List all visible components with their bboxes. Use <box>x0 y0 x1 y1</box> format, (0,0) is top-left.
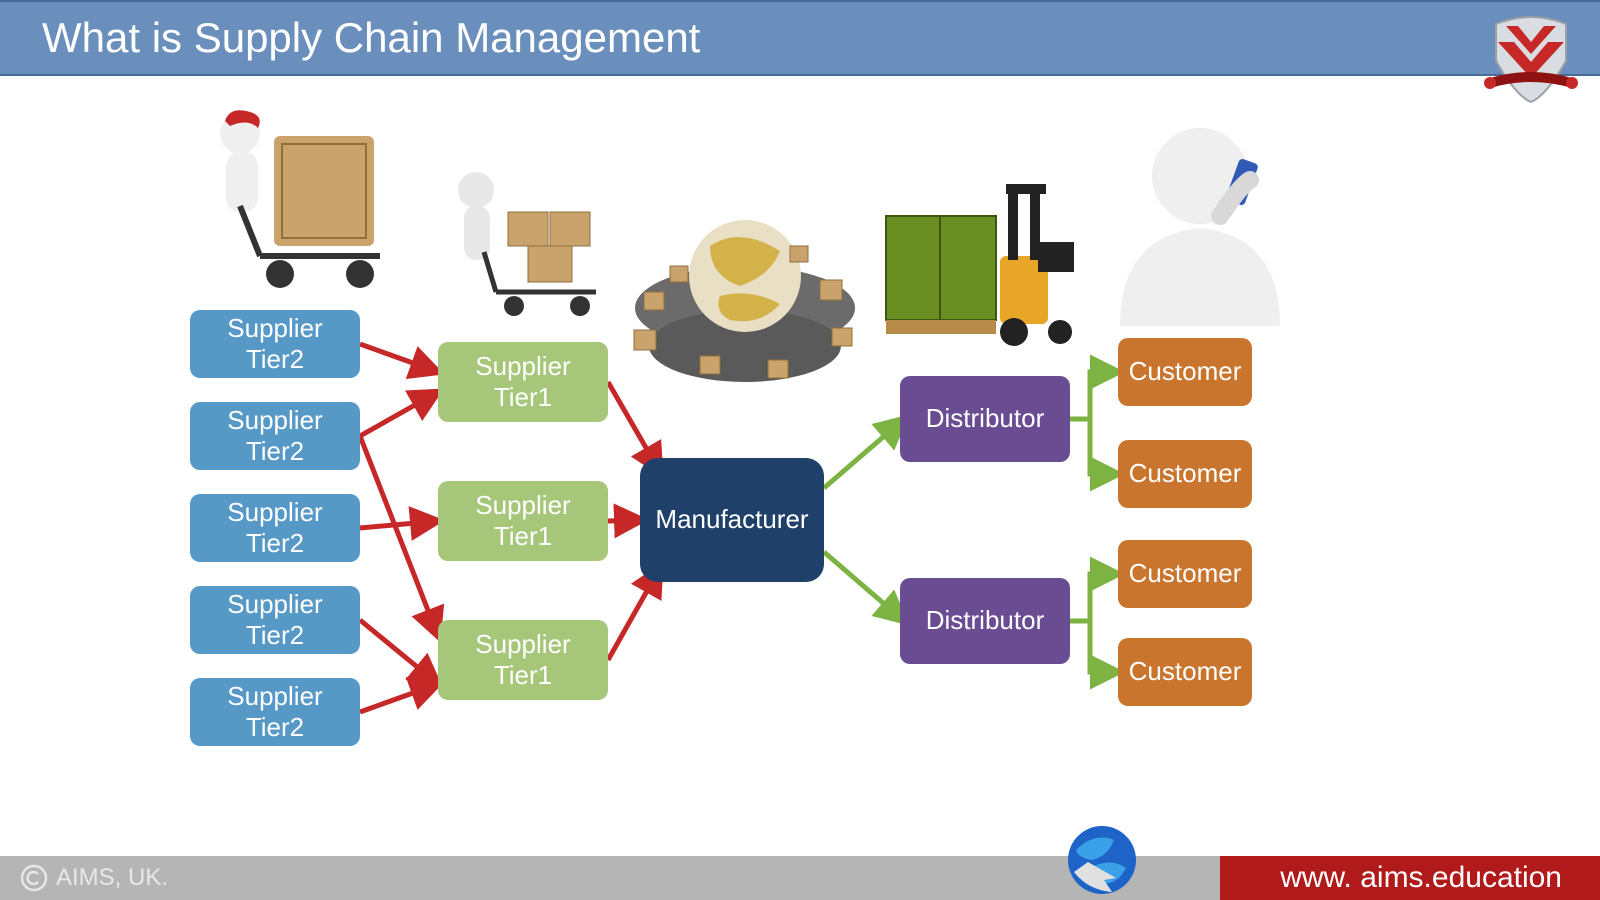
node-d1: Distributor <box>900 376 1070 462</box>
node-t2b: SupplierTier2 <box>190 402 360 470</box>
globe-icon <box>1064 822 1140 898</box>
node-t1b: SupplierTier1 <box>438 481 608 561</box>
node-t2e: SupplierTier2 <box>190 678 360 746</box>
footer-url: www. aims.education <box>1220 856 1600 900</box>
globe-conveyor-boxes-icon <box>634 220 855 382</box>
footer-copyright: AIMS, UK. <box>56 864 168 892</box>
footer-url-text: www. aims.education <box>1280 861 1562 895</box>
node-t1c: SupplierTier1 <box>438 620 608 700</box>
person-dolly-small-boxes-icon <box>458 172 596 316</box>
copyright-icon <box>20 864 48 892</box>
node-mfg: Manufacturer <box>640 458 824 582</box>
node-c3: Customer <box>1118 540 1252 608</box>
node-t2d: SupplierTier2 <box>190 586 360 654</box>
worker-dolly-boxes-icon <box>220 110 380 288</box>
node-c4: Customer <box>1118 638 1252 706</box>
node-t2c: SupplierTier2 <box>190 494 360 562</box>
forklift-pallets-icon <box>886 184 1074 346</box>
customer-phone-icon <box>1120 128 1280 326</box>
node-t2a: SupplierTier2 <box>190 310 360 378</box>
node-c1: Customer <box>1118 338 1252 406</box>
node-d2: Distributor <box>900 578 1070 664</box>
page-title: What is Supply Chain Management <box>42 14 700 62</box>
diagram-canvas: SupplierTier2 SupplierTier2 SupplierTier2 S… <box>0 76 1600 780</box>
node-t1a: SupplierTier1 <box>438 342 608 422</box>
header-bar: What is Supply Chain Management <box>0 0 1600 76</box>
node-c2: Customer <box>1118 440 1252 508</box>
